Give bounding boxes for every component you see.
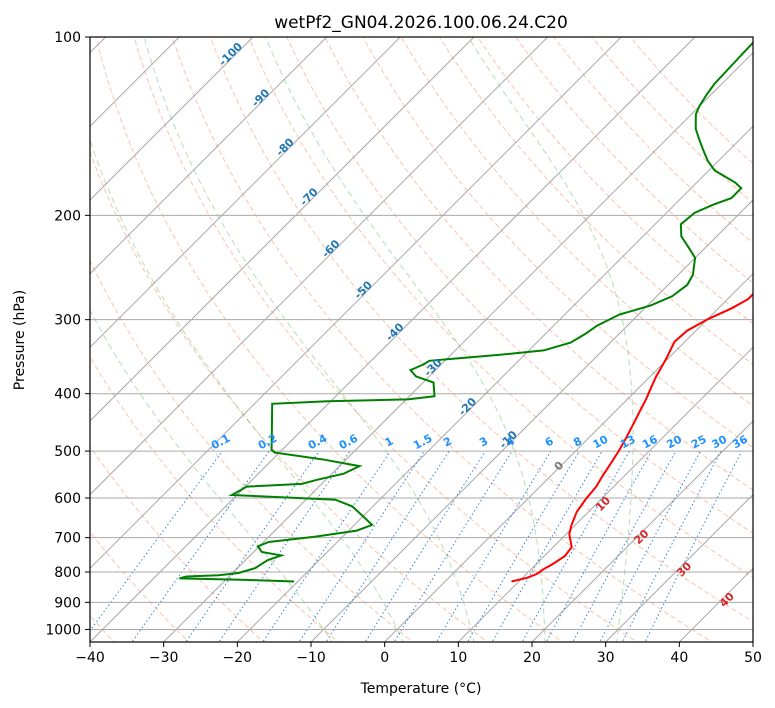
x-tick-label: 20 <box>523 650 541 666</box>
y-tick-label: 200 <box>54 208 81 224</box>
mixing-ratio-line <box>185 450 320 642</box>
y-tick-label: 400 <box>54 387 81 403</box>
x-tick-label: 10 <box>449 650 467 666</box>
x-axis-label: Temperature (°C) <box>360 681 482 697</box>
chart-title: wetPf2_GN04.2026.100.06.24.C20 <box>274 13 568 33</box>
x-tick-label: −30 <box>149 650 179 666</box>
dry-adiabat <box>90 531 190 642</box>
isotherm <box>90 37 402 349</box>
dry-adiabat <box>171 37 713 642</box>
x-tick-label: 40 <box>670 650 688 666</box>
x-tick-label: 50 <box>744 650 762 666</box>
isotherm <box>310 199 753 642</box>
mixing-ratio-line <box>90 450 223 632</box>
mixing-ratio-label: 30 <box>710 433 730 452</box>
dry-adiabat <box>553 37 753 244</box>
isotherm <box>90 37 696 642</box>
mixing-ratio-line <box>572 450 677 642</box>
y-axis-label: Pressure (hPa) <box>12 290 28 390</box>
mixing-ratio-line <box>393 450 513 642</box>
dry-adiabat <box>286 37 753 534</box>
isotherm <box>457 346 753 642</box>
mixing-ratio-line <box>364 450 486 642</box>
isotherm <box>236 125 753 642</box>
mixing-ratio-label: 16 <box>640 433 660 452</box>
isotherm <box>90 37 475 422</box>
x-tick-label: 0 <box>380 650 389 666</box>
plot-frame <box>89 36 754 643</box>
dry-adiabat <box>248 37 753 578</box>
y-tick-label: 600 <box>54 491 81 507</box>
dry-adiabat <box>209 37 753 623</box>
mixing-ratio-line <box>298 450 425 642</box>
mixing-ratio-line <box>218 450 351 642</box>
isotherm <box>90 37 549 496</box>
dry-adiabat <box>0 26 58 644</box>
sounding-line <box>179 41 753 583</box>
sounding-profiles <box>179 41 753 583</box>
mixing-ratio-label: 36 <box>730 433 750 452</box>
dry-adiabat <box>95 37 564 642</box>
mixing-ratio-line <box>621 450 722 642</box>
mixing-ratio-line <box>262 450 392 642</box>
plot-background <box>90 37 753 642</box>
isotherm <box>752 641 753 642</box>
mixing-ratio-line <box>325 450 450 642</box>
y-tick-label: 100 <box>54 30 81 46</box>
mixing-ratio-label: 20 <box>664 433 684 452</box>
isotherm <box>531 420 753 642</box>
isotherm <box>383 272 753 642</box>
isotherm <box>604 493 753 642</box>
isotherm <box>90 37 254 201</box>
y-tick-label: 300 <box>54 313 81 329</box>
y-tick-label: 1000 <box>45 622 81 638</box>
dry-adiabat <box>629 37 753 165</box>
mixing-ratio-label: 13 <box>618 433 638 452</box>
y-tick-label: 700 <box>54 531 81 547</box>
isotherm <box>162 51 753 642</box>
dry-adiabat <box>324 37 753 491</box>
mixing-ratio-label: 10 <box>591 433 611 452</box>
isotherm <box>90 37 623 570</box>
y-tick-label: 900 <box>54 595 81 611</box>
axes: −40 −30 −20 −10 0 10 20 30 40 50 100 200 300 400 500 60… <box>45 30 762 666</box>
isotherm <box>90 37 328 275</box>
x-tick-label: 30 <box>597 650 615 666</box>
moist-adiabat <box>90 138 404 642</box>
mixing-ratio-line <box>131 450 270 642</box>
mixing-ratio-line <box>466 450 580 642</box>
dry-adiabat <box>476 37 753 325</box>
x-tick-label: −10 <box>296 650 326 666</box>
dry-adiabat <box>90 445 265 642</box>
y-tick-label: 800 <box>54 565 81 581</box>
dry-adiabat <box>438 37 753 366</box>
sounding-line <box>511 292 753 583</box>
y-tick-label: 500 <box>54 444 81 460</box>
dry-adiabat <box>90 259 414 642</box>
mixing-ratio-line <box>599 450 701 642</box>
pressure-grid <box>90 37 753 630</box>
mixing-ratio-label: 25 <box>689 433 709 452</box>
x-tick-label: −20 <box>223 650 253 666</box>
x-tick-label: −40 <box>75 650 105 666</box>
dry-adiabat <box>90 150 489 642</box>
